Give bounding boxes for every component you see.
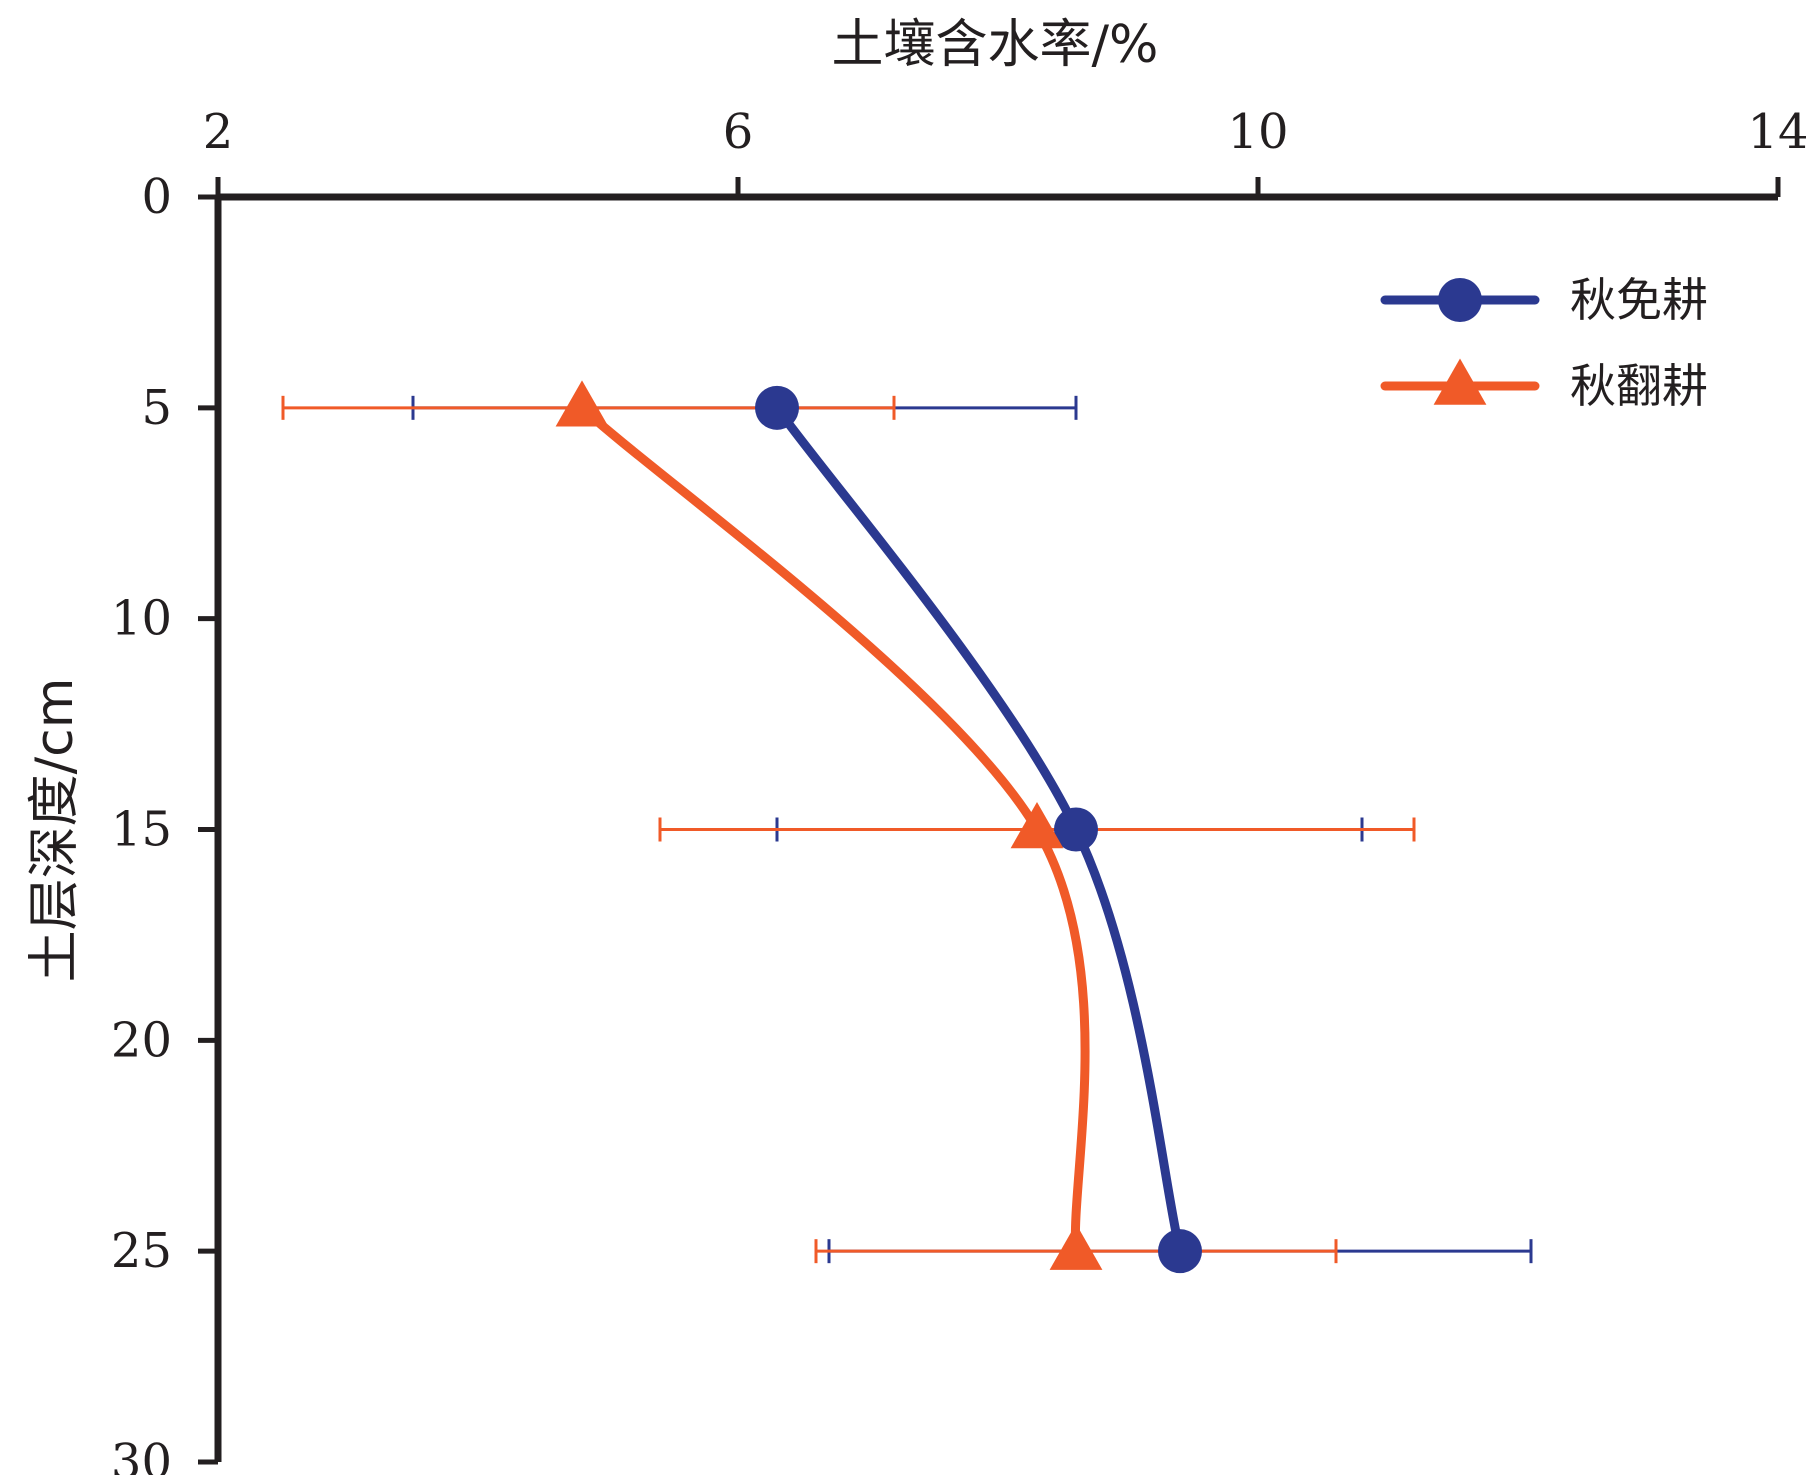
y-tick-label: 0 xyxy=(141,169,172,225)
y-tick-label: 10 xyxy=(111,591,172,647)
y-tick-label: 30 xyxy=(111,1434,172,1475)
data-point xyxy=(1158,1229,1202,1274)
data-point xyxy=(755,385,799,430)
legend-label: 秋免耕 xyxy=(1570,273,1708,327)
x-axis-title: 土壤含水率/% xyxy=(832,15,1159,75)
data-point xyxy=(1010,802,1064,849)
y-tick-label: 25 xyxy=(111,1223,172,1279)
legend-label: 秋翻耕 xyxy=(1570,359,1708,413)
error-bars xyxy=(281,395,1533,1264)
series-line xyxy=(577,403,1090,1256)
y-axis-title: 土层深度/cm xyxy=(25,678,85,983)
series-markers xyxy=(555,380,1202,1274)
data-point xyxy=(1438,278,1482,322)
y-tick-label: 20 xyxy=(111,1012,172,1068)
x-tick-label: 2 xyxy=(203,104,234,160)
data-point xyxy=(1049,1223,1103,1270)
axes: 2 6 10 14 0 5 10 15 20 25 30 xyxy=(111,104,1806,1475)
y-tick-label: 15 xyxy=(111,802,172,858)
data-point xyxy=(1054,807,1098,852)
x-tick-label: 6 xyxy=(723,104,754,160)
data-point xyxy=(555,380,609,427)
data-point xyxy=(1433,358,1487,405)
y-tick-label: 5 xyxy=(141,380,172,436)
x-tick-label: 10 xyxy=(1227,104,1288,160)
x-tick-label: 14 xyxy=(1747,104,1806,160)
